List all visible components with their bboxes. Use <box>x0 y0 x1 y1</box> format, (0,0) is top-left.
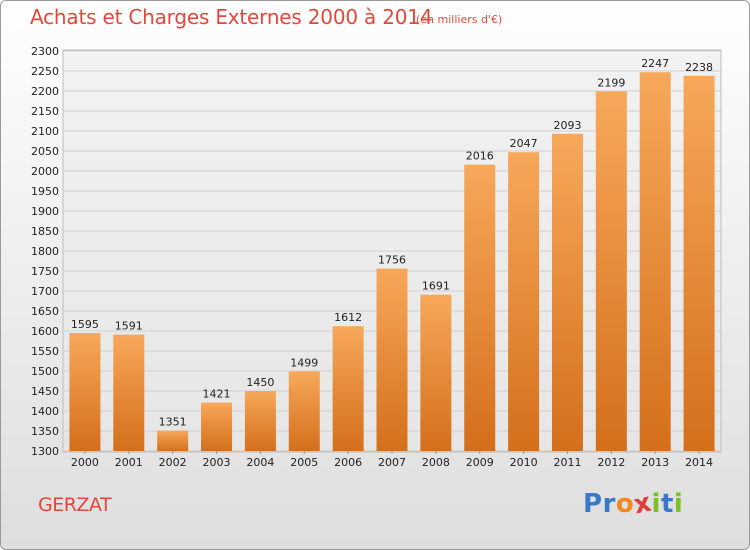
y-tick-label: 1350 <box>31 425 59 438</box>
bar-2001 <box>113 334 145 451</box>
bar-2010 <box>508 152 540 451</box>
y-tick-label: 2150 <box>31 105 59 118</box>
x-tick-label: 2013 <box>641 456 669 469</box>
x-tick-label: 2014 <box>685 456 713 469</box>
bar-2011 <box>551 133 583 452</box>
location-label: GERZAT <box>38 494 112 516</box>
y-tick-label: 2100 <box>31 125 59 138</box>
bar-2004 <box>244 391 276 451</box>
y-tick-label: 1900 <box>31 205 59 218</box>
data-label: 1421 <box>203 388 231 401</box>
x-tick-label: 2011 <box>553 456 581 469</box>
data-label: 1595 <box>71 318 99 331</box>
bar-2008 <box>420 294 452 451</box>
y-tick-label: 1700 <box>31 285 59 298</box>
y-tick-label: 1850 <box>31 225 59 238</box>
y-tick-label: 1950 <box>31 185 59 198</box>
y-axis-ticks: 1300 1350 1400 1450 1500 1550 1600 1650 1700 1750… <box>31 45 59 458</box>
y-tick-label: 1600 <box>31 325 59 338</box>
y-tick-label: 1450 <box>31 385 59 398</box>
logo-letter: r <box>602 489 616 519</box>
chart-subtitle: (en milliers d'€) <box>416 13 503 26</box>
y-tick-label: 1750 <box>31 265 59 278</box>
x-tick-label: 2007 <box>378 456 406 469</box>
data-label: 1351 <box>159 416 187 429</box>
data-label: 2199 <box>597 76 625 89</box>
x-tick-label: 2003 <box>203 456 231 469</box>
logo-letter: o <box>615 489 635 519</box>
data-label: 1499 <box>290 356 318 369</box>
x-tick-label: 2001 <box>115 456 143 469</box>
data-label: 1612 <box>334 311 362 324</box>
bar-2003 <box>201 402 233 451</box>
bar-2013 <box>639 72 671 451</box>
bar-2006 <box>332 326 364 451</box>
bar-2009 <box>464 164 496 451</box>
x-tick-label: 2004 <box>246 456 274 469</box>
bars <box>69 72 715 452</box>
data-label: 1450 <box>246 376 274 389</box>
y-tick-label: 2250 <box>31 65 59 78</box>
data-label: 2238 <box>685 61 713 74</box>
data-label: 1591 <box>115 320 143 333</box>
y-tick-label: 2000 <box>31 165 59 178</box>
x-tick-label: 2009 <box>466 456 494 469</box>
bar-2007 <box>376 268 408 451</box>
bar-2005 <box>288 371 320 451</box>
bar-2012 <box>595 91 627 452</box>
data-label: 2016 <box>466 150 494 163</box>
data-labels: 1595 1591 1351 1421 1450 1499 1612 1756 1691 2016… <box>71 57 713 428</box>
data-label: 1756 <box>378 254 406 267</box>
logo-letter: t <box>660 489 674 519</box>
y-tick-label: 1400 <box>31 405 59 418</box>
x-tick-label: 2002 <box>159 456 187 469</box>
data-label: 2093 <box>553 119 581 132</box>
logo-letter: i <box>673 489 684 519</box>
y-tick-label: 1500 <box>31 365 59 378</box>
data-label: 2047 <box>510 137 538 150</box>
bar-2014 <box>683 75 715 452</box>
x-tick-label: 2006 <box>334 456 362 469</box>
chart-title: Achats et Charges Externes 2000 à 2014 <box>30 5 433 29</box>
logo-letter: P <box>583 489 603 519</box>
bar-2000 <box>69 333 101 451</box>
y-tick-label: 1800 <box>31 245 59 258</box>
y-tick-label: 2300 <box>31 45 59 58</box>
y-tick-label: 1650 <box>31 305 59 318</box>
data-label: 1691 <box>422 280 450 293</box>
x-tick-label: 2012 <box>597 456 625 469</box>
x-tick-label: 2008 <box>422 456 450 469</box>
y-tick-label: 2200 <box>31 85 59 98</box>
x-tick-label: 2000 <box>71 456 99 469</box>
logo-letter: i <box>651 489 661 519</box>
x-tick-label: 2010 <box>510 456 538 469</box>
y-tick-label: 1300 <box>31 445 59 458</box>
x-axis-ticks: 2000 2001 2002 2003 2004 2005 2006 2007 2008 2009… <box>71 451 713 469</box>
bar-2002 <box>157 430 189 451</box>
proxiti-logo: Proxiti <box>583 488 684 521</box>
data-label: 2247 <box>641 57 669 70</box>
y-tick-label: 1550 <box>31 345 59 358</box>
y-tick-label: 2050 <box>31 145 59 158</box>
x-tick-label: 2005 <box>290 456 318 469</box>
